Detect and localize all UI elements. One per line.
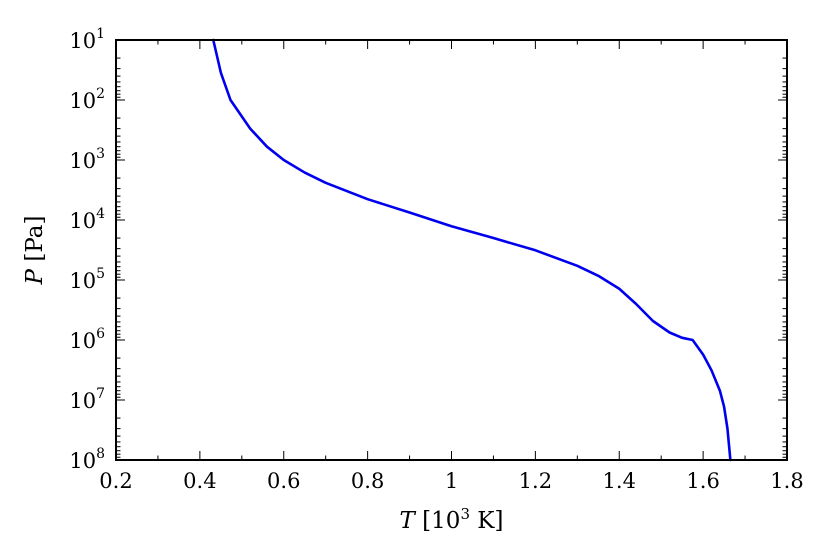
y-axis-label: P [Pa] xyxy=(22,216,48,286)
x-axis-tick-labels: 0.2 0.4 0.6 0.8 1 1.2 1.4 1.6 1.8 xyxy=(99,469,803,493)
x-tick-label: 1.2 xyxy=(519,469,552,493)
y-tick-label: 106 xyxy=(69,326,105,353)
y-axis-variable: P xyxy=(22,268,48,285)
x-tick-label: 0.2 xyxy=(99,469,132,493)
y-tick-label: 107 xyxy=(69,386,105,413)
x-tick-label: 1.6 xyxy=(686,469,719,493)
series-layer xyxy=(211,38,732,462)
plot-frame xyxy=(115,39,788,461)
x-tick-label: 1.8 xyxy=(770,469,803,493)
y-tick-label: 104 xyxy=(69,206,105,233)
x-tick-label: 0.6 xyxy=(267,469,300,493)
x-axis-ticks xyxy=(115,40,788,460)
x-axis-unit-prefix: [10 xyxy=(415,508,461,534)
y-tick-label: 101 xyxy=(69,26,105,53)
y-tick-label: 103 xyxy=(69,146,105,173)
y-tick-label: 102 xyxy=(69,86,105,113)
y-tick-label: 108 xyxy=(69,446,105,473)
x-tick-label: 0.8 xyxy=(351,469,384,493)
y-axis-tick-labels: 101 102 103 104 105 106 107 108 xyxy=(69,26,105,473)
y-tick-label: 105 xyxy=(69,266,105,293)
x-tick-label: 1.4 xyxy=(603,469,636,493)
x-axis-unit-suffix: K] xyxy=(470,508,503,534)
x-axis-label: T [103 K] xyxy=(400,505,504,534)
x-axis-variable: T xyxy=(400,508,417,534)
y-axis-unit: [Pa] xyxy=(22,216,48,269)
x-tick-label: 1 xyxy=(445,469,458,493)
pt-profile-line xyxy=(211,38,732,462)
y-axis-ticks xyxy=(116,39,787,461)
x-tick-label: 0.4 xyxy=(183,469,216,493)
x-axis-unit-exponent: 3 xyxy=(460,505,470,523)
